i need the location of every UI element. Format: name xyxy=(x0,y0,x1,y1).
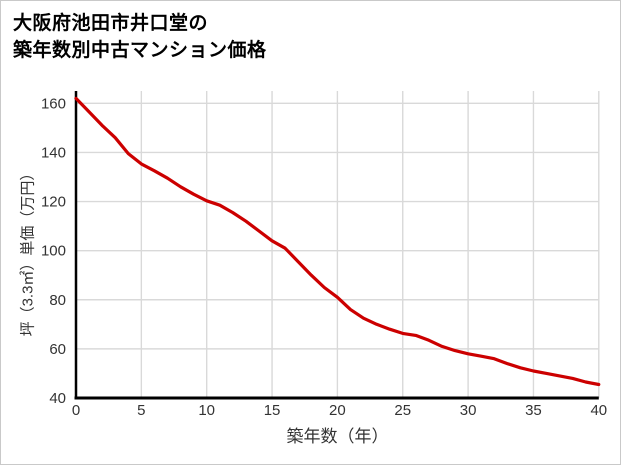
axes xyxy=(74,91,599,400)
y-tick-label: 60 xyxy=(49,341,66,358)
y-tick-label: 100 xyxy=(41,243,66,260)
y-tick-label: 160 xyxy=(41,95,66,112)
x-tick-label: 40 xyxy=(590,402,607,419)
x-axis-title: 築年数（年） xyxy=(286,427,389,446)
y-tick-label: 120 xyxy=(41,194,66,211)
x-tick-label: 35 xyxy=(525,402,542,419)
y-axis-title: 坪（3.3㎡）単価（万円） xyxy=(19,165,37,337)
chart-title-line2: 築年数別中古マンション価格 xyxy=(13,40,267,61)
gridlines xyxy=(76,91,600,398)
x-tick-label: 5 xyxy=(137,402,145,419)
chart-title-line1: 大阪府池田市井口堂の xyxy=(13,13,209,34)
chart-title: 大阪府池田市井口堂の 築年数別中古マンション価格 xyxy=(13,10,267,64)
x-tick-label: 20 xyxy=(329,402,346,419)
tick-labels: 0 5 10 15 20 25 30 35 40 40 60 80 100 120 140 160 xyxy=(41,95,607,419)
price-line xyxy=(74,96,601,387)
x-tick-label: 10 xyxy=(198,402,215,419)
y-tick-label: 80 xyxy=(49,292,66,309)
x-tick-label: 0 xyxy=(72,402,80,419)
x-tick-label: 25 xyxy=(394,402,411,419)
price-line-series xyxy=(74,96,601,387)
x-tick-label: 15 xyxy=(264,402,281,419)
y-tick-label: 40 xyxy=(49,390,66,407)
x-tick-label: 30 xyxy=(460,402,477,419)
y-tick-label: 140 xyxy=(41,144,66,161)
